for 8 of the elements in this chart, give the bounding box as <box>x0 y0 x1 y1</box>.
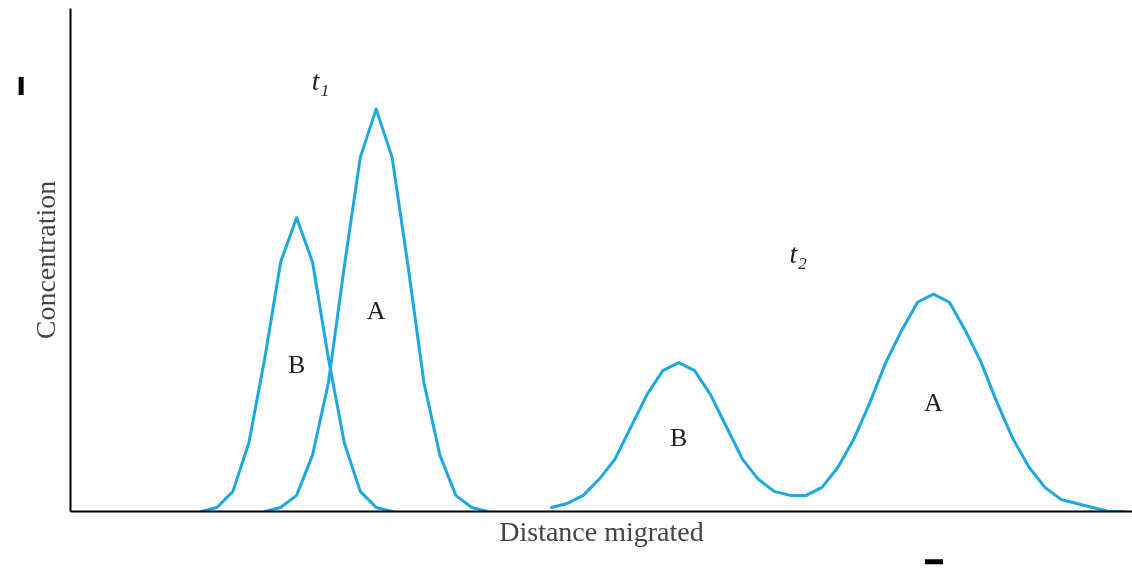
annotation: t₂ <box>789 238 808 270</box>
x-axis-title: Distance migrated <box>499 515 704 547</box>
series-label: A <box>366 295 386 325</box>
series-label: B <box>670 422 688 452</box>
y-axis-title: Concentration <box>29 180 61 340</box>
series-label: B <box>287 350 306 380</box>
series-label: A <box>924 388 944 418</box>
text: t₁ <box>311 65 330 97</box>
